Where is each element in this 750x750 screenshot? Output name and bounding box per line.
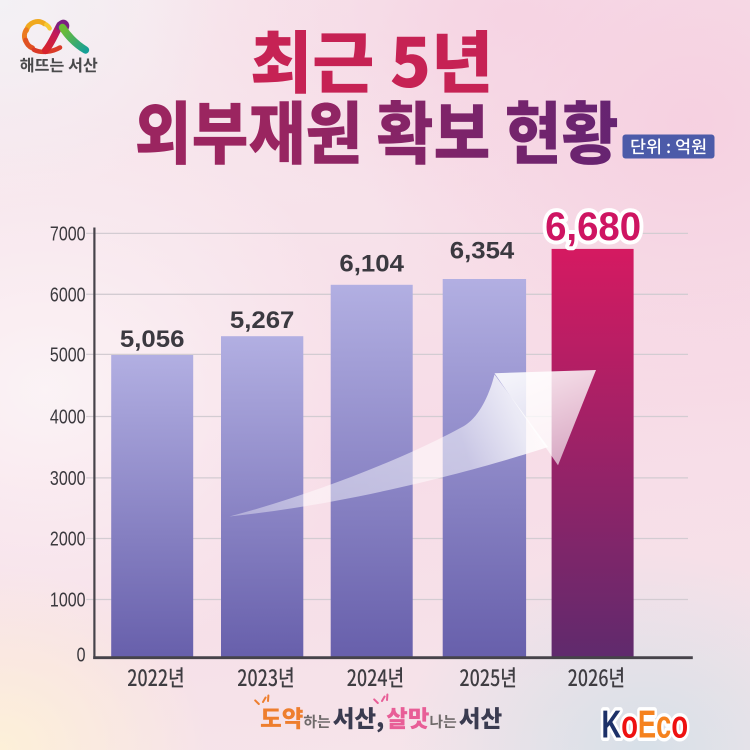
svg-text:5,056: 5,056 [120, 326, 185, 353]
svg-text:7000: 7000 [50, 222, 86, 245]
svg-text:6000: 6000 [50, 283, 86, 306]
svg-text:6,680: 6,680 [545, 205, 641, 249]
svg-text:KoEco: KoEco [602, 704, 689, 747]
svg-text:4000: 4000 [50, 405, 86, 428]
svg-text:5,267: 5,267 [230, 307, 295, 334]
svg-text:5000: 5000 [50, 343, 86, 366]
svg-text:0: 0 [77, 643, 86, 666]
svg-text:2000: 2000 [50, 527, 86, 550]
svg-text:6,104: 6,104 [339, 250, 404, 277]
svg-text:1000: 1000 [50, 588, 86, 611]
svg-text:3000: 3000 [50, 466, 86, 489]
svg-text:6,354: 6,354 [450, 237, 515, 264]
